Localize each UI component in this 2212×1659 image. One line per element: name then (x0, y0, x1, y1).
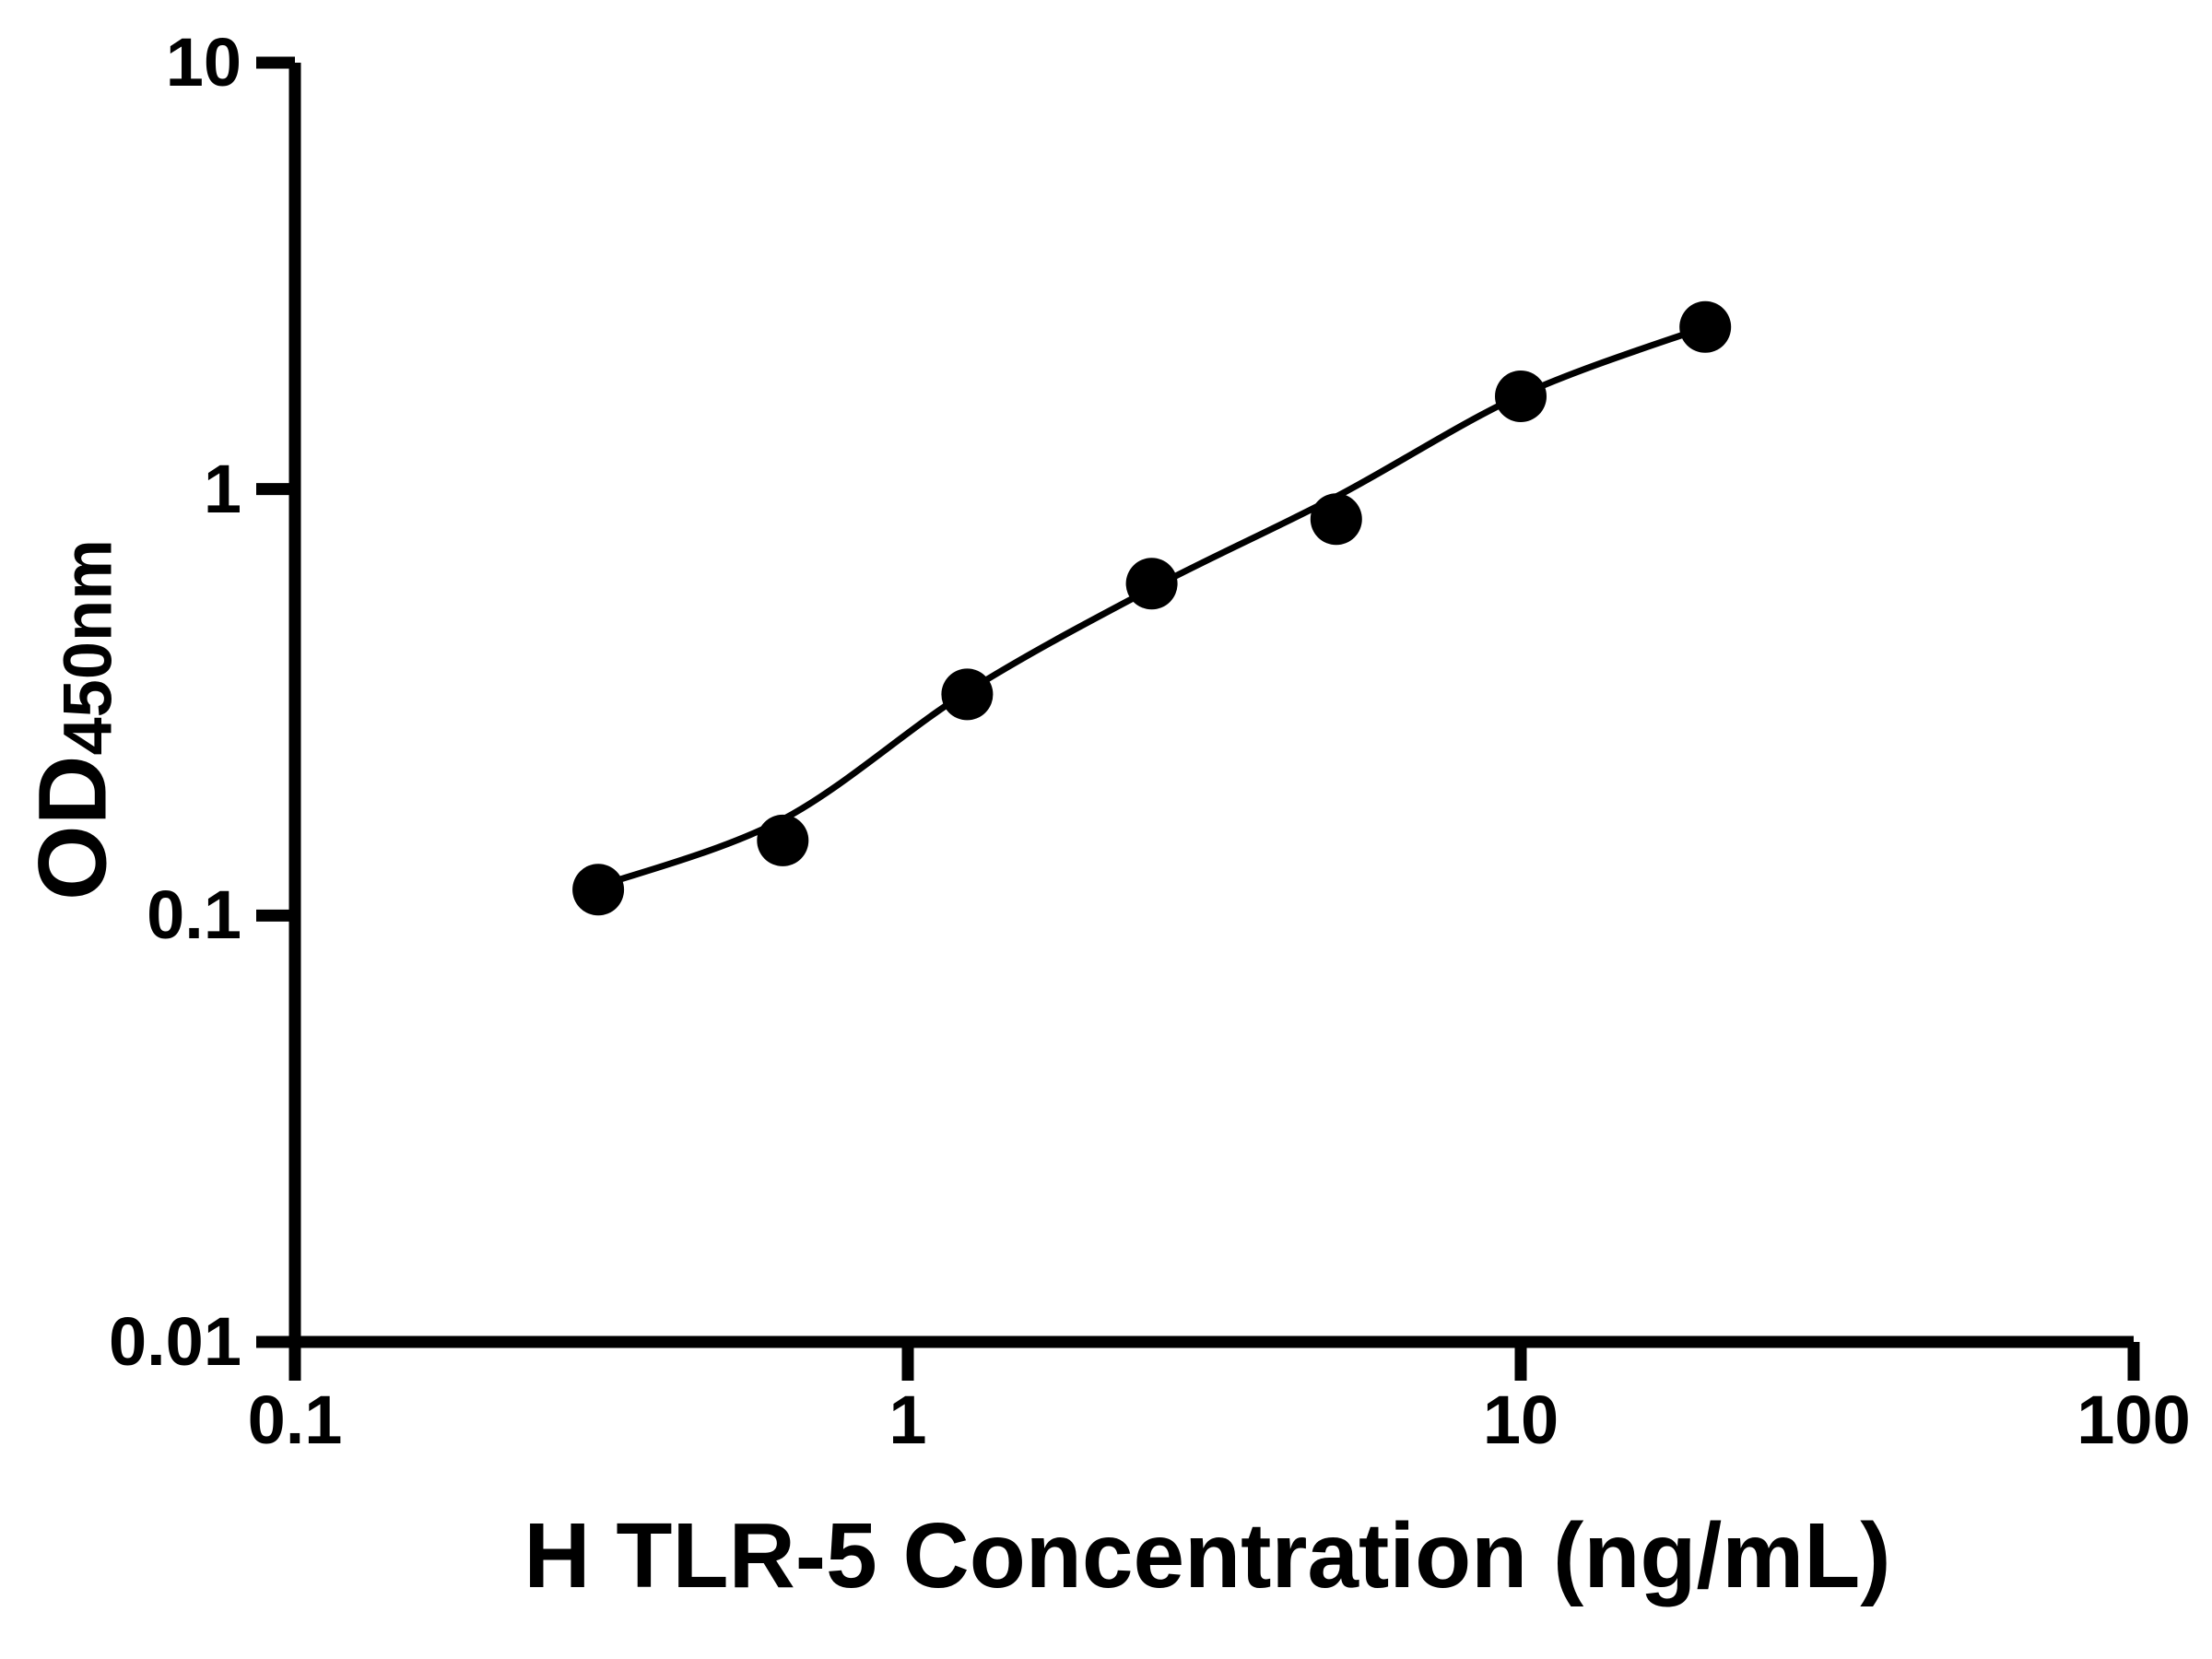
x-tick-label: 1 (888, 1382, 927, 1458)
data-point-marker (1495, 371, 1547, 422)
y-axis-title: OD 450nm (18, 539, 127, 900)
data-point-marker (1310, 493, 1362, 546)
y-tick-label: 0.01 (108, 1303, 241, 1380)
data-point-marker (1125, 558, 1178, 610)
data-point-marker (1679, 300, 1732, 353)
y-axis-title-subscript: 450nm (49, 539, 126, 756)
y-tick-label: 1 (203, 451, 241, 527)
x-tick-label: 0.1 (247, 1382, 343, 1458)
data-point-marker (757, 814, 809, 866)
y-axis-title-main: OD (18, 755, 127, 900)
x-tick-label: 10 (1482, 1382, 1559, 1458)
data-point-marker (572, 864, 625, 916)
x-tick-label: 100 (2077, 1382, 2191, 1458)
y-tick-label: 0.1 (147, 877, 241, 953)
x-axis-title: H TLR-5 Concentration (ng/mL) (524, 1504, 1891, 1607)
y-tick-label: 10 (165, 24, 241, 100)
data-point-marker (941, 668, 994, 721)
